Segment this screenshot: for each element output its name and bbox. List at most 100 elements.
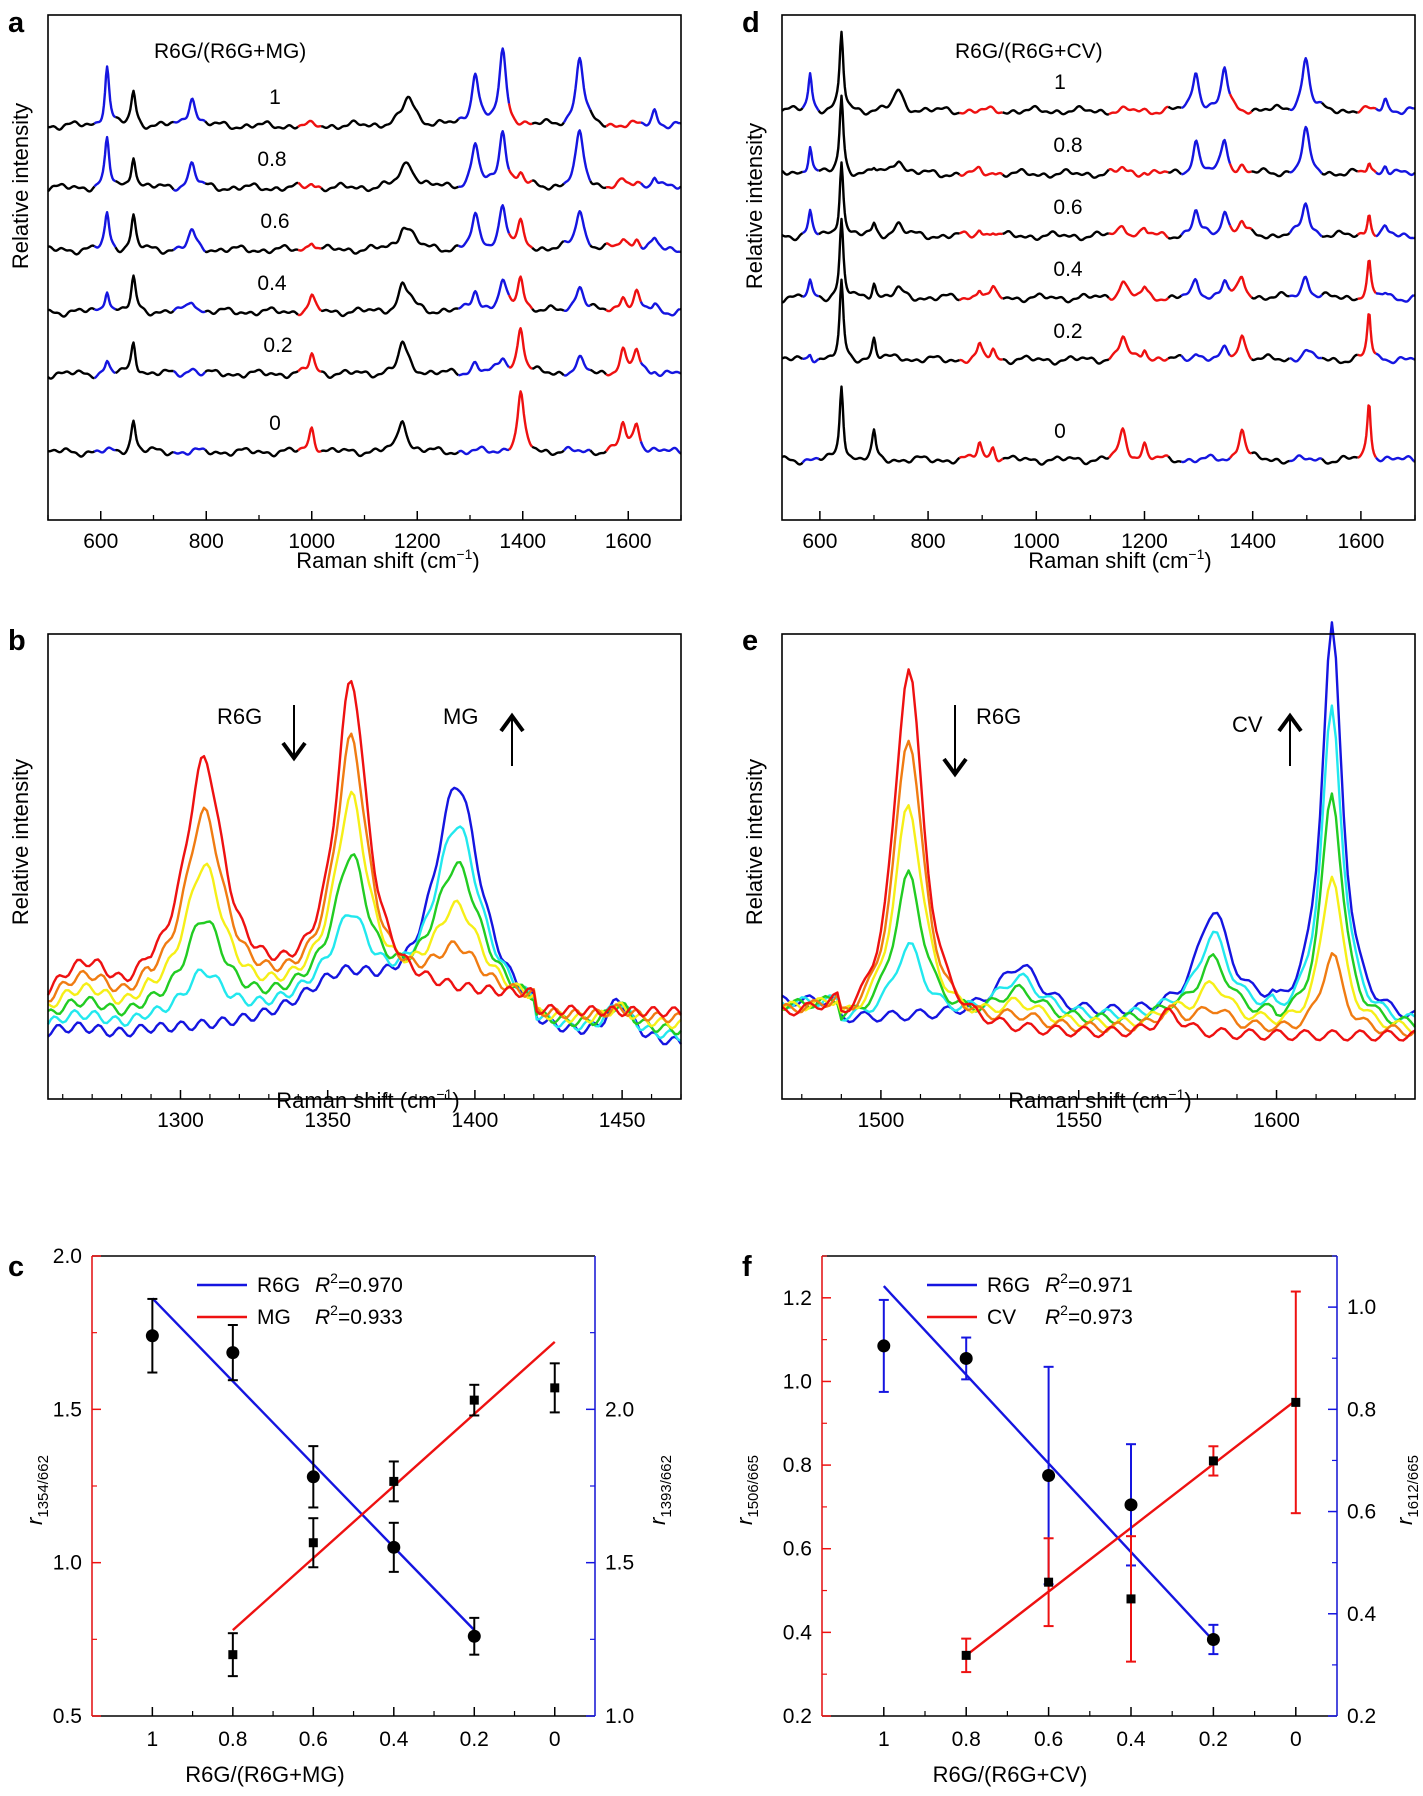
spectrum-0 [589,449,607,457]
spectrum-1 [562,56,592,124]
x-tick-label: 1400 [452,1109,499,1132]
other-point [1044,1577,1054,1587]
spectrum-0 [639,441,681,454]
spectrum-0.8 [1228,163,1252,174]
spectrum-1 [781,104,804,112]
r6g-point [877,1339,891,1353]
panel-f-ylabel-left: r1506/665 [732,1455,762,1525]
spectrum-0.6 [605,238,642,248]
spectrum-0.2 [1180,344,1231,362]
spectrum-1 [115,89,174,130]
spectrum-0 [801,456,820,464]
spectrum-0.6 [1375,224,1415,240]
legend-r2-value: =0.973 [1068,1306,1133,1329]
spectrum-0.8 [1375,165,1415,177]
panel-label-d: d [742,7,760,39]
spectrum-0 [563,445,591,454]
y-left-tick-label: 0.2 [783,1705,812,1728]
spectrum-0.8 [781,739,1416,1038]
series-label-0: 0 [1054,420,1066,443]
panel-b-xlabel: Raman shift (cm−1) [276,1086,459,1113]
spectrum-0.2 [781,355,804,362]
spectrum-0.6 [781,804,1416,1034]
spectrum-0.4 [1002,292,1110,304]
y-left-tick-label: 0.8 [783,1454,812,1477]
spectrum-1 [959,105,1003,115]
legend-r2-MG: R2=0.933 [315,1302,403,1329]
spectrum-0.8 [1321,167,1358,177]
panel-label-c: c [8,1251,24,1283]
series-label-1: 1 [269,86,281,109]
x-tick-label: 1600 [1253,1109,1300,1132]
spectrum-0.8 [589,180,607,190]
legend-r2-symbol: R [315,1306,330,1329]
x-tick-label: 1550 [1055,1109,1102,1132]
spectrum-0.4 [589,302,607,312]
panel-e-ylabel: Relative intensity [742,759,767,925]
r6g-point [1042,1469,1056,1483]
spectrum-0.4 [781,792,1416,1028]
panel-d-ylabel: Relative intensity [742,123,767,289]
spectrum-0.8 [1181,138,1232,176]
x-tick-label: 0.2 [460,1728,489,1751]
spectrum-0.6 [114,213,174,255]
panel-a-frame [47,14,682,521]
spectrum-0.6 [1250,228,1291,240]
spectrum-1 [320,95,460,131]
x-tick-label: 1400 [499,530,546,553]
spectrum-0.8 [1001,167,1110,179]
spectrum-0 [204,446,299,458]
spectrum-1 [173,97,206,124]
series-label-0.2: 0.2 [263,334,292,357]
spectrum-0.8 [640,176,681,190]
x-tick-label: 1 [147,1728,159,1751]
arrow-up-cv-e [1277,712,1303,766]
spectrum-1 [47,120,96,131]
x-tick-label: 1200 [394,530,441,553]
spectrum-0 [1002,454,1110,466]
y-right-tick-label: 0.4 [1347,1603,1377,1626]
panel-label-b: b [8,625,26,657]
spectrum-1 [531,117,565,127]
series-label-0.2: 0.2 [1053,320,1082,343]
spectrum-0.4 [320,281,459,318]
spectrum-0 [173,447,206,456]
spectrum-0.2 [93,359,116,380]
spectrum-0.2 [639,361,681,378]
spectrum-1 [1108,105,1169,116]
spectrum-0.8 [818,94,961,179]
spectrum-0.6 [639,236,681,254]
spectrum-1 [46,680,682,1018]
spectrum-0.6 [1356,214,1377,238]
legend-r2-R6G: R2=0.970 [315,1270,403,1297]
panel-label-a: a [8,7,25,39]
panel-d: d R6G/(R6G+CV) Relative intensity Raman … [742,7,1416,573]
spectrum-0.4 [639,301,681,317]
spectrum-0.4 [605,288,643,313]
panel-label-f: f [742,1251,752,1283]
arrow-down-r6g-e [942,705,968,778]
panel-d-title: R6G/(R6G+CV) [955,40,1103,63]
spectrum-1 [1002,104,1110,116]
spectrum-0.8 [507,169,533,184]
spectrum-0.6 [1167,234,1183,240]
x-tick-label: 0.4 [1116,1728,1146,1751]
spectrum-0.6 [204,243,299,255]
spectrum-0.2 [115,341,174,377]
panel-c-ylabel-left: r1354/662 [22,1455,52,1525]
panel-a-title: R6G/(R6G+MG) [154,40,306,63]
spectrum-0.6 [589,242,607,251]
r6g-point [959,1351,973,1365]
legend-r2-R6G: R2=0.971 [1045,1270,1133,1297]
spectrum-0.6 [531,240,565,252]
spectrum-0 [781,455,804,466]
spectrum-0.8 [93,135,116,188]
arrow-up-mg-b [499,712,525,766]
x-tick-label: 1 [878,1728,890,1751]
legend-r2-exponent: 2 [1060,1270,1068,1286]
spectrum-0.6 [1108,224,1170,239]
series-label-0.4: 0.4 [1053,258,1083,281]
spectrum-0.6 [1002,229,1109,242]
spectrum-0.2 [1002,354,1110,366]
y-right-tick-label: 0.2 [1347,1705,1376,1728]
